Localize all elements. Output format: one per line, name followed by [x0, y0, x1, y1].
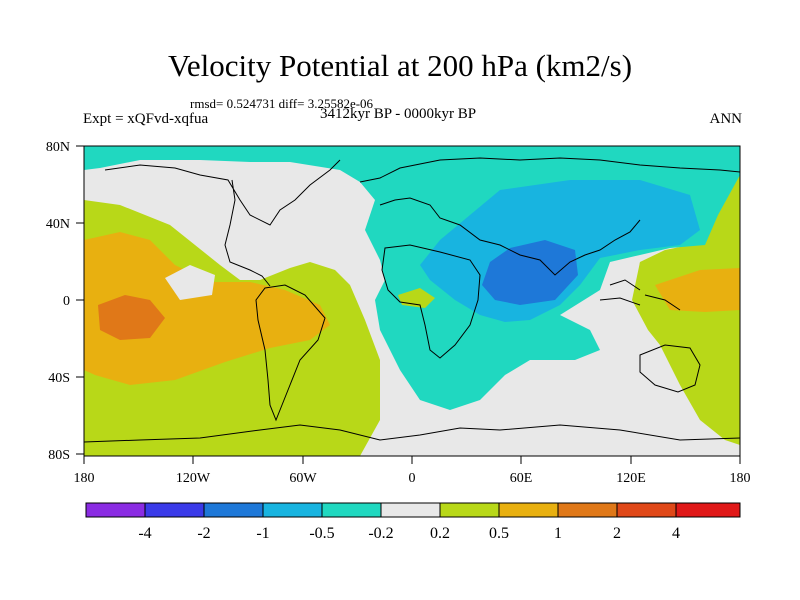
colorbar-box-6 [439, 502, 500, 518]
colorbar [85, 502, 741, 518]
colorbar-box-5 [380, 502, 441, 518]
map-title: Velocity Potential at 200 hPa (km2/s) [167, 48, 633, 83]
colorbar-box-7 [498, 502, 559, 518]
y-label-80s: 80S [48, 448, 70, 463]
x-label-60e: 60E [510, 471, 533, 486]
colorbar-label-4: -0.2 [368, 525, 393, 542]
colorbar-label-9: 4 [672, 525, 680, 542]
colorbar-box-2 [203, 502, 264, 518]
x-label-120w: 120W [176, 471, 211, 486]
colorbar-label-1: -2 [197, 525, 210, 542]
field-positive-strong [98, 295, 165, 340]
colorbar-box-9 [616, 502, 677, 518]
colorbar-label-6: 0.5 [489, 525, 509, 542]
y-label-40n: 40N [46, 217, 70, 232]
coast-australia [639, 344, 701, 393]
colorbar-label-8: 2 [613, 525, 621, 542]
y-label-80n: 80N [46, 140, 70, 155]
colorbar-label-3: -0.5 [309, 525, 334, 542]
x-label-180e: 180 [730, 471, 751, 486]
experiment-text: Expt = xQFvd-xqfua [83, 111, 209, 127]
x-label-180w: 180 [74, 471, 95, 486]
field-hole-npac [165, 265, 215, 300]
colorbar-label-5: 0.2 [430, 525, 450, 542]
field-positive-moderate-wpac [655, 268, 740, 312]
field-positive-moderate [84, 232, 330, 385]
colorbar-label-7: 1 [554, 525, 562, 542]
y-ticks [76, 145, 84, 455]
coast-north-america [104, 159, 341, 287]
colorbar-box-1 [144, 502, 205, 518]
coast-africa [381, 244, 481, 359]
stats-text: rmsd= 0.524731 diff= 3.25582e-06 [190, 96, 374, 111]
coast-south-america [255, 284, 326, 422]
season-text: ANN [709, 111, 743, 127]
coast-antarctica [84, 424, 740, 443]
x-label-0: 0 [409, 471, 416, 486]
colorbar-box-8 [557, 502, 618, 518]
colorbar-box-3 [262, 502, 323, 518]
colorbar-box-10 [675, 502, 741, 518]
coastlines [84, 157, 740, 443]
coast-indonesia [599, 279, 681, 311]
contour-field [84, 146, 740, 456]
x-ticks [83, 456, 741, 464]
field-negative-strong [482, 240, 578, 305]
x-label-60w: 60W [289, 471, 317, 486]
x-label-120e: 120E [616, 471, 646, 486]
colorbar-label-0: -4 [138, 525, 151, 542]
coast-europe-asia [359, 157, 740, 276]
period-text: 3412kyr BP - 0000kyr BP [320, 106, 477, 122]
colorbar-box-0 [85, 502, 146, 518]
y-label-0: 0 [63, 294, 70, 309]
colorbar-box-4 [321, 502, 382, 518]
y-label-40s: 40S [48, 371, 70, 386]
colorbar-label-2: -1 [256, 525, 269, 542]
